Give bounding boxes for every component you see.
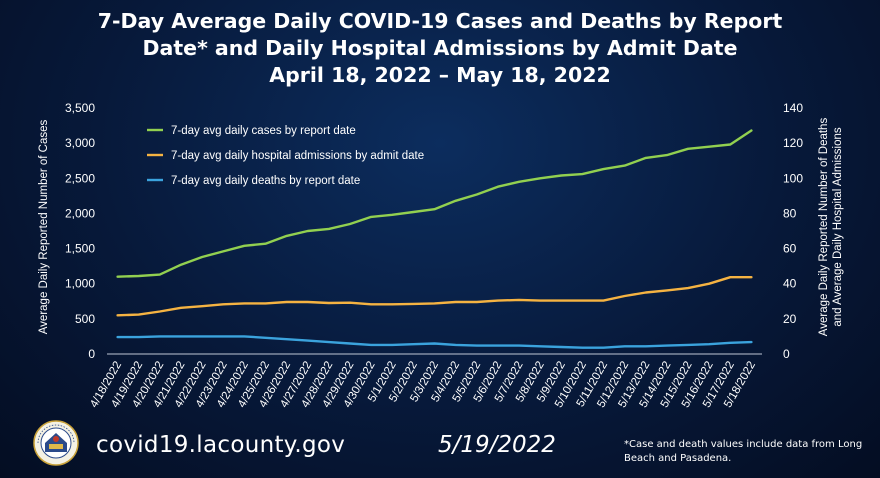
y-left-tick-label: 1,500 (65, 242, 95, 256)
y-right-tick-label: 140 (783, 101, 803, 115)
footnote: *Case and death values include data from… (624, 439, 863, 464)
series-line-1 (116, 129, 753, 278)
y-right-tick-label: 40 (783, 277, 797, 291)
y-left-axis-label: Average Daily Reported Number of Cases (38, 119, 50, 334)
legend-label: 7-day avg daily hospital admissions by a… (171, 150, 424, 162)
website-link[interactable]: covid19.lacounty.gov (96, 432, 346, 458)
y-right-axis-label: Average Daily Reported Number of Deaths (818, 118, 830, 337)
y-left-tick-label: 500 (75, 312, 95, 326)
y-right-tick-label: 0 (783, 347, 790, 361)
report-date: 5/19/2022 (438, 432, 556, 458)
series-line-2 (116, 276, 753, 317)
y-left-tick-label: 2,500 (65, 171, 95, 185)
title-line-3: April 18, 2022 – May 18, 2022 (269, 63, 611, 87)
legend-label: 7-day avg daily deaths by report date (171, 175, 360, 187)
title-line-1: 7-Day Average Daily COVID-19 Cases and D… (97, 9, 783, 33)
title-line-2: Date* and Daily Hospital Admissions by A… (142, 36, 738, 60)
y-left-tick-label: 3,000 (65, 136, 95, 150)
y-left-tick-label: 2,000 (65, 206, 95, 220)
y-left-tick-label: 1,000 (65, 277, 95, 291)
la-county-seal-icon (33, 420, 79, 466)
y-right-tick-label: 100 (783, 171, 803, 185)
y-left-tick-label: 3,500 (65, 101, 95, 115)
y-right-tick-label: 80 (783, 206, 797, 220)
legend-label: 7-day avg daily cases by report date (171, 125, 356, 137)
y-right-axis-label: and Average Daily Hospital Admissions (832, 127, 844, 326)
y-right-tick-label: 20 (783, 312, 797, 326)
y-left-tick-label: 0 (88, 347, 95, 361)
y-right-tick-label: 120 (783, 136, 803, 150)
chart-title: 7-Day Average Daily COVID-19 Cases and D… (0, 8, 880, 89)
y-right-tick-label: 60 (783, 242, 797, 256)
series-line-3 (116, 335, 753, 349)
